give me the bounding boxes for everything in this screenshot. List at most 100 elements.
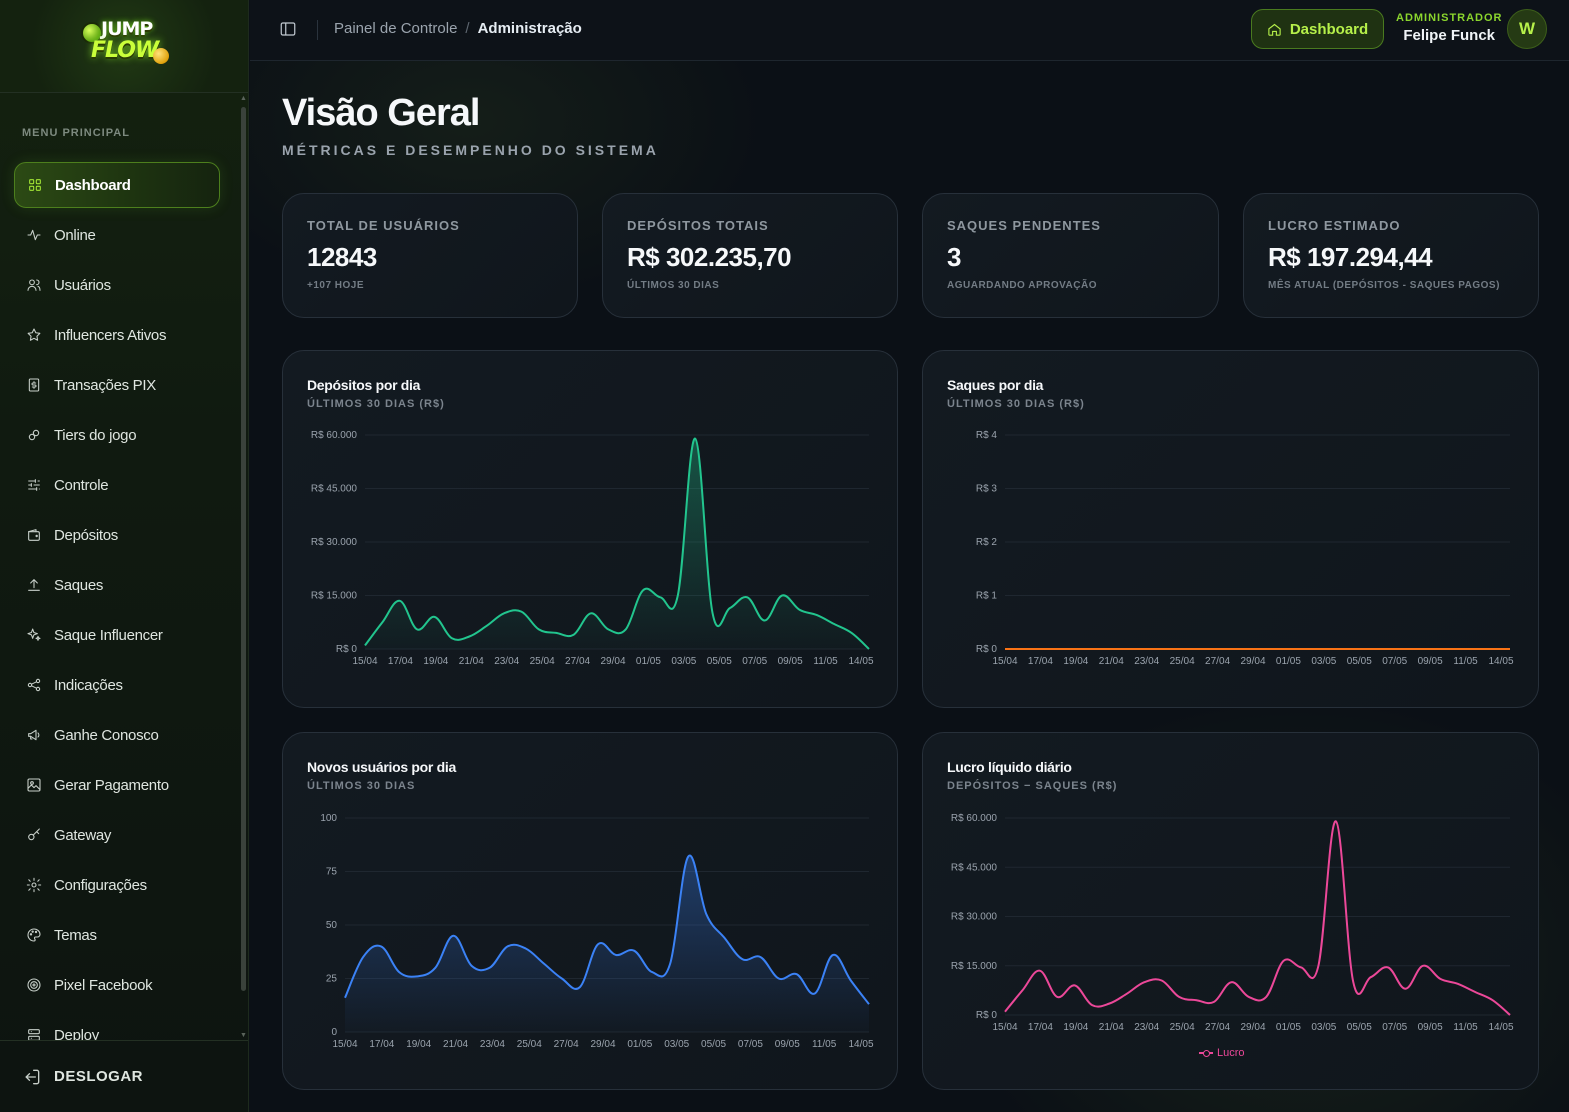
data-point[interactable] (1333, 646, 1339, 652)
data-point[interactable] (1315, 963, 1321, 969)
data-point[interactable] (740, 956, 746, 962)
sidebar-item-saques[interactable]: Saques (14, 562, 220, 608)
data-point[interactable] (675, 593, 681, 599)
jumpflow-logo[interactable]: JUMP FLOW (79, 18, 169, 74)
data-point[interactable] (1159, 978, 1165, 984)
data-point[interactable] (1246, 994, 1252, 1000)
data-point[interactable] (1072, 982, 1078, 988)
data-point[interactable] (378, 943, 384, 949)
data-point[interactable] (1385, 646, 1391, 652)
data-point[interactable] (432, 965, 438, 971)
data-point[interactable] (450, 933, 456, 939)
data-point[interactable] (468, 963, 474, 969)
data-point[interactable] (1420, 646, 1426, 652)
data-point[interactable] (1507, 646, 1513, 652)
sidebar-item-controle[interactable]: Controle (14, 462, 220, 508)
sidebar-item-online[interactable]: Online (14, 212, 220, 258)
data-point[interactable] (692, 436, 698, 442)
data-point[interactable] (1159, 646, 1165, 652)
data-point[interactable] (1298, 964, 1304, 970)
data-point[interactable] (1228, 646, 1234, 652)
sidebar-item-influencers-ativos[interactable]: Influencers Ativos (14, 312, 220, 358)
data-point[interactable] (1298, 646, 1304, 652)
data-point[interactable] (1507, 1012, 1513, 1018)
data-point[interactable] (1403, 646, 1409, 652)
data-point[interactable] (501, 610, 507, 616)
sidebar-item-pixel-facebook[interactable]: Pixel Facebook (14, 962, 220, 1008)
data-point[interactable] (1037, 646, 1043, 652)
sidebar-item-temas[interactable]: Temas (14, 912, 220, 958)
data-point[interactable] (518, 609, 524, 615)
data-point[interactable] (571, 632, 577, 638)
data-point[interactable] (649, 969, 655, 975)
sidebar-item-transacoes-pix[interactable]: Transações PIX (14, 362, 220, 408)
data-point[interactable] (505, 943, 511, 949)
data-point[interactable] (631, 948, 637, 954)
data-point[interactable] (866, 646, 872, 652)
data-point[interactable] (1211, 999, 1217, 1005)
sidebar-item-gerar-pagamento[interactable]: Gerar Pagamento (14, 762, 220, 808)
data-point[interactable] (1089, 1002, 1095, 1008)
data-point[interactable] (744, 594, 750, 600)
data-point[interactable] (1281, 958, 1287, 964)
data-point[interactable] (1002, 646, 1008, 652)
data-point[interactable] (536, 626, 542, 632)
data-point[interactable] (1054, 994, 1060, 1000)
data-point[interactable] (541, 961, 547, 967)
data-point[interactable] (1385, 964, 1391, 970)
data-point[interactable] (414, 626, 420, 632)
breadcrumb-root[interactable]: Painel de Controle (334, 20, 458, 37)
data-point[interactable] (449, 635, 455, 641)
data-point[interactable] (1420, 963, 1426, 969)
data-point[interactable] (396, 969, 402, 975)
data-point[interactable] (595, 941, 601, 947)
data-point[interactable] (703, 911, 709, 917)
data-point[interactable] (1455, 981, 1461, 987)
data-point[interactable] (553, 630, 559, 636)
sidebar-item-indicacoes[interactable]: Indicações (14, 662, 220, 708)
data-point[interactable] (727, 605, 733, 611)
sidebar-item-gateway[interactable]: Gateway (14, 812, 220, 858)
data-point[interactable] (776, 976, 782, 982)
sidebar-toggle-button[interactable] (279, 20, 297, 38)
data-point[interactable] (1194, 997, 1200, 1003)
data-point[interactable] (848, 978, 854, 984)
data-point[interactable] (685, 854, 691, 860)
data-point[interactable] (360, 954, 366, 960)
data-point[interactable] (397, 598, 403, 604)
scroll-down-arrow-icon[interactable]: ▼ (240, 1032, 247, 1039)
data-point[interactable] (1246, 646, 1252, 652)
data-point[interactable] (758, 954, 764, 960)
data-point[interactable] (1176, 994, 1182, 1000)
data-point[interactable] (1211, 646, 1217, 652)
data-point[interactable] (1437, 976, 1443, 982)
scroll-up-arrow-icon[interactable]: ▲ (240, 95, 247, 102)
data-point[interactable] (487, 965, 493, 971)
sidebar-item-configuracoes[interactable]: Configurações (14, 862, 220, 908)
data-point[interactable] (1124, 991, 1130, 997)
data-point[interactable] (1263, 994, 1269, 1000)
data-point[interactable] (794, 971, 800, 977)
data-point[interactable] (1263, 646, 1269, 652)
data-point[interactable] (342, 995, 348, 1001)
data-point[interactable] (1124, 646, 1130, 652)
data-point[interactable] (721, 935, 727, 941)
data-point[interactable] (1141, 646, 1147, 652)
data-point[interactable] (1037, 968, 1043, 974)
sidebar-item-dashboard[interactable]: Dashboard (14, 162, 220, 208)
data-point[interactable] (1176, 646, 1182, 652)
sidebar-item-ganhe-conosco[interactable]: Ganhe Conosco (14, 712, 220, 758)
sidebar-item-saque-influencer[interactable]: Saque Influencer (14, 612, 220, 658)
data-point[interactable] (1054, 646, 1060, 652)
data-point[interactable] (779, 593, 785, 599)
sidebar-item-tiers-do-jogo[interactable]: Tiers do jogo (14, 412, 220, 458)
data-point[interactable] (466, 634, 472, 640)
sidebar-scrollbar[interactable]: ▲ ▼ (240, 95, 247, 1040)
data-point[interactable] (710, 610, 716, 616)
data-point[interactable] (667, 961, 673, 967)
data-point[interactable] (1281, 646, 1287, 652)
sidebar-item-depositos[interactable]: Depósitos (14, 512, 220, 558)
sidebar-item-usuarios[interactable]: Usuários (14, 262, 220, 308)
data-point[interactable] (1490, 646, 1496, 652)
data-point[interactable] (1368, 974, 1374, 980)
